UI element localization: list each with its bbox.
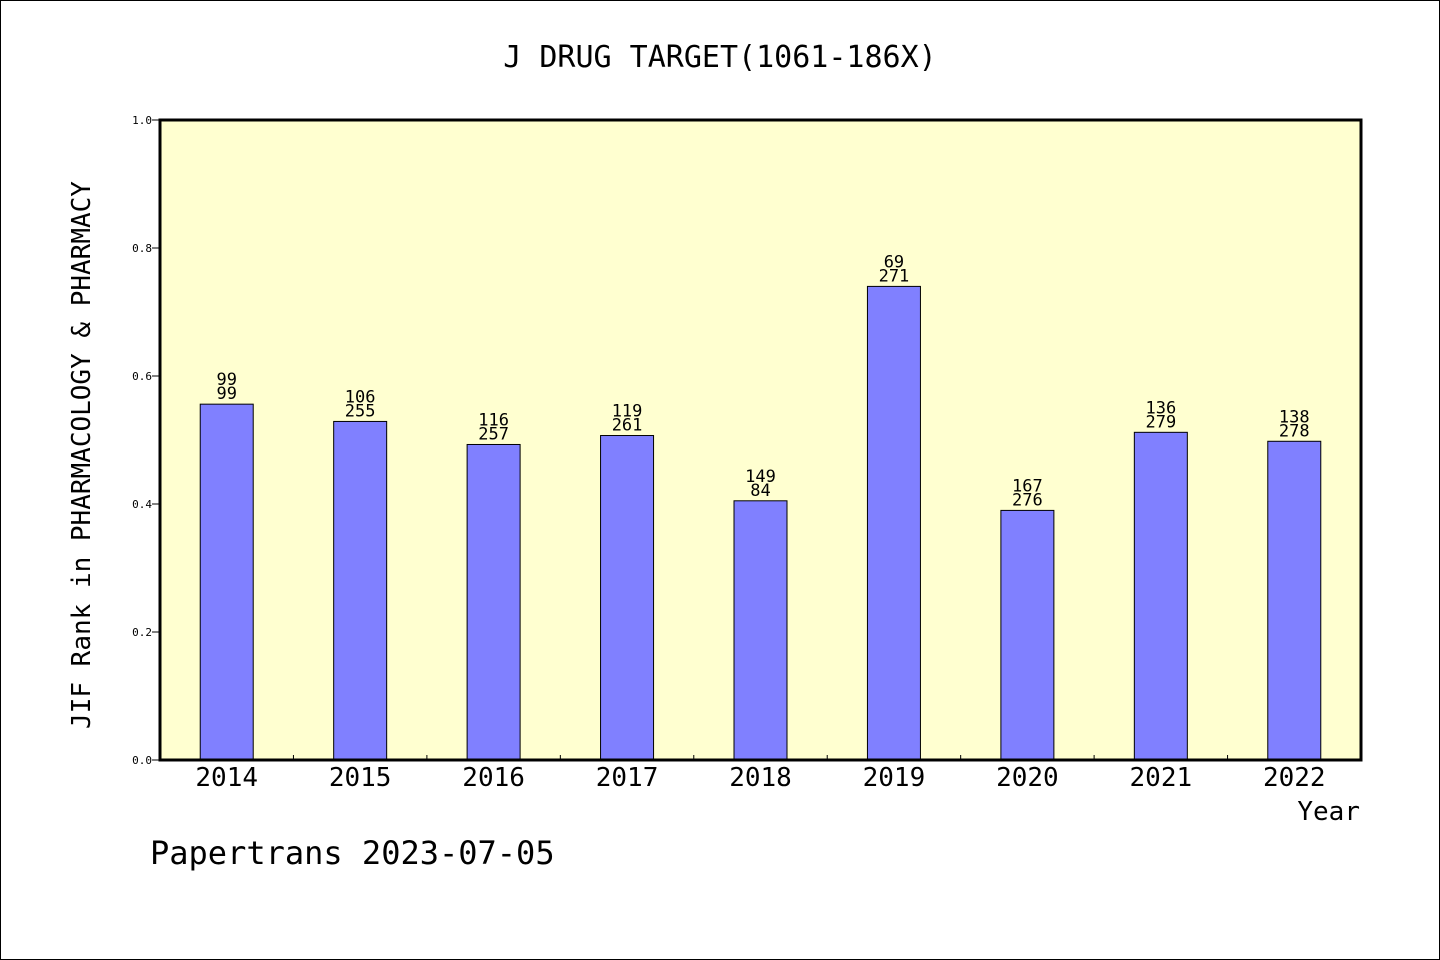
x-tick-label: 2019 [863, 763, 926, 793]
x-tick-label: 2020 [996, 763, 1059, 793]
y-tick-label: 0.8 [132, 242, 152, 255]
bar-2016 [466, 443, 521, 761]
y-axis-label: JIF Rank in PHARMACOLOGY & PHARMACY [67, 181, 97, 729]
bar-2018 [733, 500, 788, 761]
x-tick-label: 2015 [329, 763, 392, 793]
bar-2019 [866, 285, 921, 761]
x-tick-label: 2016 [462, 763, 525, 793]
y-tick-label: 0.6 [132, 370, 152, 383]
x-tick-label: 2018 [729, 763, 792, 793]
bar-2020 [1000, 509, 1055, 761]
x-axis: 2014 2015 2016 2017 2018 2019 2020 2021 2022 [195, 755, 1326, 793]
x-axis-label: Year [1297, 797, 1360, 827]
bar-label-top: 149 [745, 467, 776, 487]
x-tick-label: 2017 [596, 763, 659, 793]
bar-label-bottom: 278 [1279, 421, 1310, 441]
bar-label-bottom: 255 [345, 401, 376, 421]
bar-label-top: 138 [1279, 407, 1310, 427]
bar-label-bottom: 99 [216, 384, 236, 404]
bar-2015 [333, 420, 388, 761]
bar-label-bottom: 257 [478, 424, 509, 444]
y-axis: 0.0 0.2 0.4 0.6 0.8 1.0 [132, 114, 160, 767]
bar-label-top: 167 [1012, 476, 1043, 496]
bar-2021 [1133, 431, 1188, 761]
bar-label-top: 106 [345, 387, 376, 407]
chart-title: J DRUG TARGET(1061-186X) [503, 40, 936, 75]
bar-label-bottom: 261 [612, 416, 643, 436]
footer-credit: Papertrans 2023-07-05 [150, 834, 555, 872]
bar-label-bottom: 84 [750, 481, 770, 501]
bar-2014 [199, 403, 254, 761]
x-tick-label: 2021 [1130, 763, 1193, 793]
y-tick-label: 0.2 [132, 626, 152, 639]
bar-label-top: 136 [1145, 398, 1176, 418]
bar-label-top: 69 [884, 252, 904, 272]
y-tick-label: 0.4 [132, 498, 152, 511]
bar-2017 [600, 435, 655, 761]
bar-label-top: 99 [216, 370, 236, 390]
bar-label-bottom: 276 [1012, 490, 1043, 510]
bar-label-bottom: 271 [879, 266, 910, 286]
bar-2022 [1267, 440, 1322, 761]
plot-border [158, 118, 1363, 762]
bar-label-top: 116 [478, 410, 509, 430]
bar-label-bottom: 279 [1145, 412, 1176, 432]
y-tick-label: 0.0 [132, 754, 152, 767]
y-tick-label: 1.0 [132, 114, 152, 127]
x-tick-label: 2022 [1263, 763, 1326, 793]
x-tick-label: 2014 [195, 763, 258, 793]
bar-label-top: 119 [612, 402, 643, 422]
